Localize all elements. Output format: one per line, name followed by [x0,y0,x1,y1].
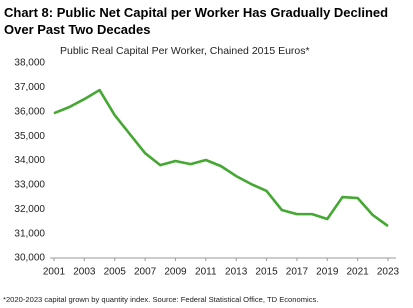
y-tick-label: 36,000 [14,106,45,117]
x-tick-label: 2003 [73,267,96,278]
x-tick-label: 2009 [164,267,187,278]
y-tick-label: 32,000 [14,204,45,215]
y-tick-label: 34,000 [14,155,45,166]
footnote: *2020-2023 capital grown by quantity ind… [3,295,318,304]
x-tick-label: 2001 [43,267,66,278]
x-tick-label: 2007 [134,267,157,278]
y-tick-label: 33,000 [14,180,45,191]
y-tick-label: 37,000 [14,82,45,93]
x-tick-label: 2019 [316,267,339,278]
x-tick-label: 2015 [255,267,278,278]
x-tick-label: 2023 [377,267,400,278]
line [53,88,389,228]
y-tick-label: 38,000 [14,58,45,69]
x-tick-label: 2011 [195,267,217,278]
x-tick-label: 2005 [104,267,127,278]
x-tick-label: 2021 [347,267,370,278]
y-tick-label: 30,000 [14,253,45,264]
x-tick-label: 2017 [286,267,309,278]
y-tick-label: 31,000 [14,228,45,239]
chart-subtitle: Public Real Capital Per Worker, Chained … [60,45,310,57]
y-tick-label: 35,000 [14,131,45,142]
x-tick-label: 2013 [225,267,248,278]
chart-title: Chart 8: Public Net Capital per Worker H… [4,5,389,37]
